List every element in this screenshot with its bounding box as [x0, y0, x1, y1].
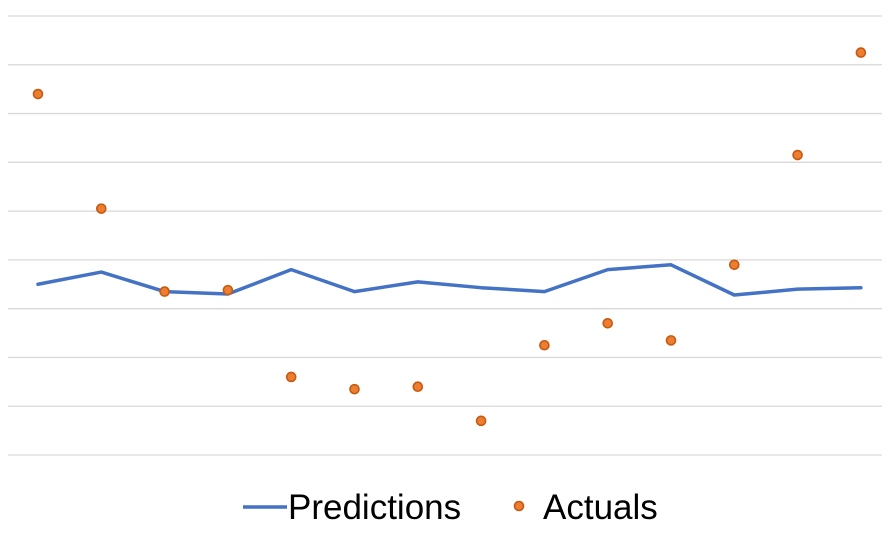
actuals-data-point: [159, 286, 170, 297]
actuals-data-point: [96, 203, 107, 214]
legend: Predictions Actuals: [243, 488, 658, 527]
legend-actuals-swatch: [513, 500, 525, 512]
actuals-data-point: [855, 47, 867, 58]
actuals-data-point: [539, 339, 550, 351]
actuals-data-point: [728, 259, 740, 271]
actuals-data-point: [222, 284, 234, 296]
predictions-series-line: [36, 263, 863, 297]
gridlines: [8, 15, 882, 456]
actuals-data-point: [475, 415, 487, 427]
actuals-data-point: [349, 383, 360, 395]
actuals-data-point: [285, 371, 297, 383]
actuals-data-point: [665, 335, 677, 346]
actuals-data-point: [602, 317, 614, 329]
actuals-data-point: [32, 88, 44, 100]
legend-actuals-label: Actuals: [543, 488, 658, 527]
legend-predictions-label: Predictions: [288, 488, 461, 527]
plot-area: [32, 47, 867, 427]
actuals-data-point: [792, 149, 803, 161]
actuals-data-point: [412, 381, 424, 393]
